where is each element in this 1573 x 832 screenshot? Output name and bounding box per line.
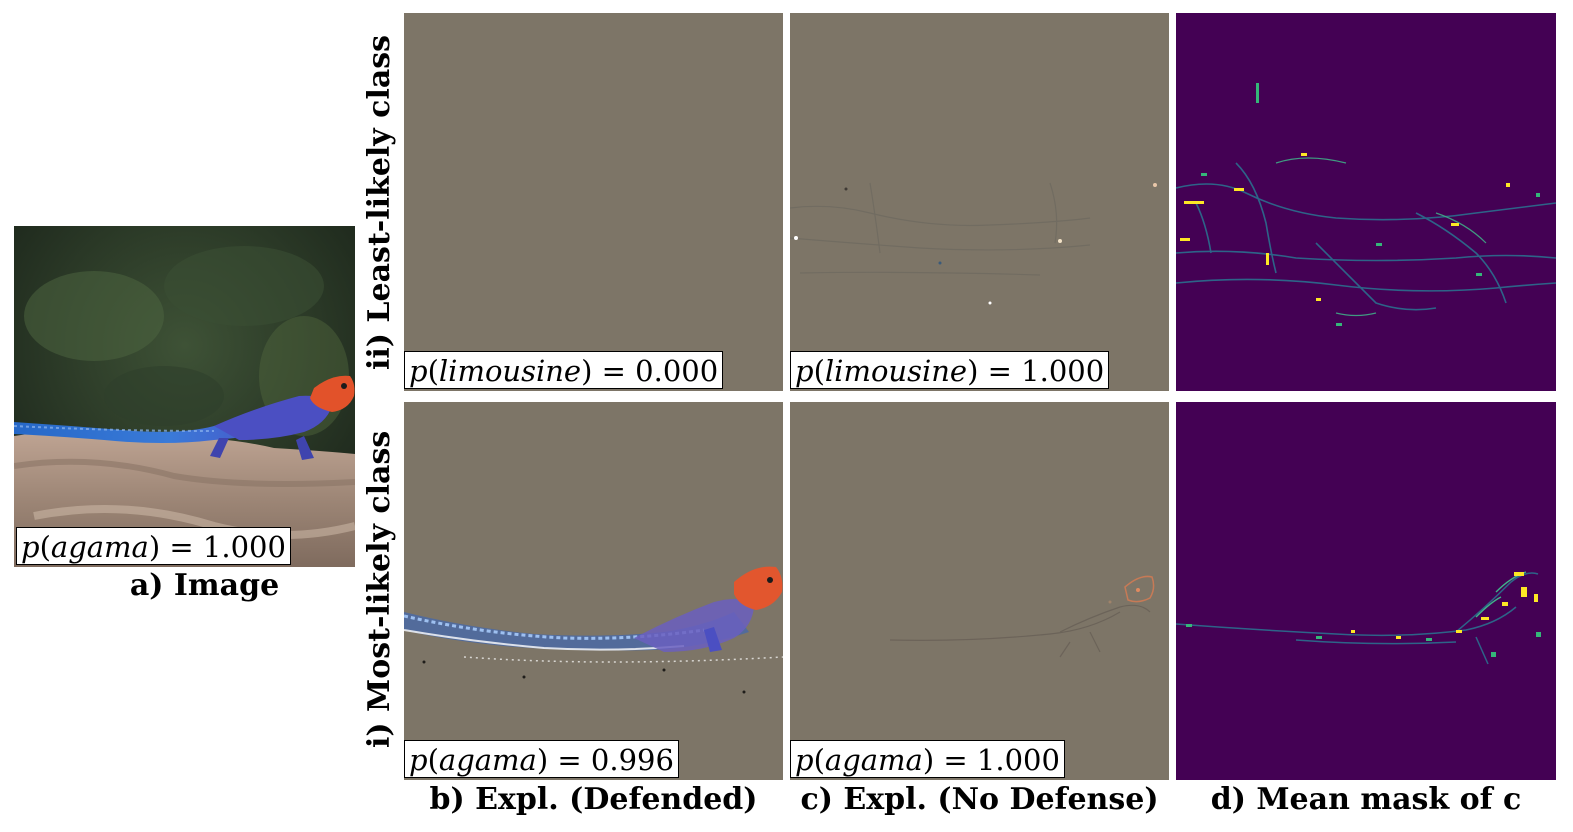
prob-ml-defended: p(agama) = 0.996 (404, 740, 679, 778)
caption-no-defense: c) Expl. (No Defense) (800, 782, 1159, 817)
mean-mask-most-likely (1176, 402, 1556, 780)
expl-nodefense-least-likely (790, 13, 1169, 391)
mean-mask-least-likely (1176, 13, 1556, 391)
prob-ll-defended: p(limousine) = 0.000 (404, 351, 724, 389)
row-label-most-likely: i) Most-likely class (362, 430, 397, 748)
row-label-least-likely: ii) Least-likely class (362, 34, 397, 370)
expl-nodefense-most-likely (790, 402, 1169, 780)
prob-ml-nodefense: p(agama) = 1.000 (790, 740, 1065, 778)
input-image (14, 226, 355, 567)
expl-defended-least-likely (404, 13, 783, 391)
caption-image: a) Image (129, 568, 280, 603)
prob-ll-nodefense: p(limousine) = 1.000 (790, 351, 1110, 389)
caption-mean-mask: d) Mean mask of c (1210, 782, 1522, 817)
caption-defended: b) Expl. (Defended) (429, 782, 758, 817)
agama-photo (14, 226, 355, 567)
image-probability-box: p(agama) = 1.000 (16, 527, 291, 565)
expl-defended-most-likely (404, 402, 783, 780)
